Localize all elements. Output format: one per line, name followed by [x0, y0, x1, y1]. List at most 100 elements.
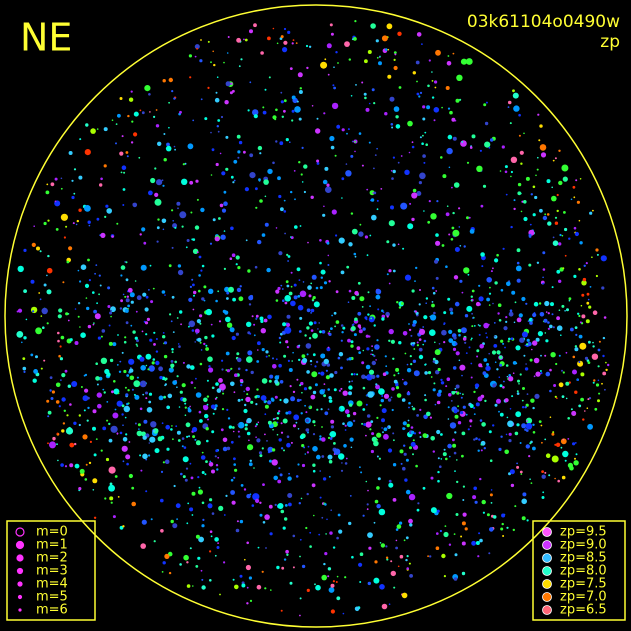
star: [141, 227, 146, 232]
star: [435, 370, 440, 375]
star: [329, 373, 334, 378]
star: [33, 225, 35, 227]
star: [40, 367, 43, 370]
star: [326, 241, 330, 245]
star: [366, 188, 369, 191]
star: [240, 58, 243, 61]
star: [264, 413, 267, 416]
star: [471, 540, 476, 546]
star: [533, 375, 536, 378]
star: [243, 408, 248, 414]
star: [60, 335, 65, 340]
star: [527, 320, 530, 322]
star: [395, 546, 398, 550]
star: [119, 307, 123, 310]
star: [190, 211, 193, 214]
star: [592, 209, 594, 212]
star: [460, 535, 463, 538]
star: [249, 332, 252, 335]
star: [297, 294, 301, 298]
star: [366, 347, 370, 351]
star: [308, 45, 312, 48]
star: [208, 365, 211, 368]
star: [92, 489, 95, 491]
star: [399, 521, 403, 525]
star: [142, 393, 145, 396]
star: [244, 38, 248, 42]
star: [329, 135, 335, 142]
star: [255, 498, 260, 503]
star: [233, 463, 236, 466]
star: [269, 532, 273, 536]
star: [177, 343, 180, 345]
star: [508, 337, 511, 341]
star: [475, 437, 478, 440]
star: [574, 457, 576, 460]
star: [358, 132, 362, 135]
star: [226, 322, 233, 328]
star: [64, 369, 68, 373]
star: [96, 392, 103, 398]
star: [368, 546, 372, 550]
star: [508, 374, 512, 377]
star: [298, 279, 301, 281]
star: [289, 67, 293, 70]
star: [589, 286, 592, 288]
star: [198, 289, 201, 293]
star: [43, 283, 47, 287]
star: [455, 351, 460, 356]
star: [184, 162, 187, 165]
star: [422, 433, 428, 438]
star: [88, 461, 92, 465]
star: [498, 355, 503, 360]
star: [209, 498, 213, 502]
star: [406, 363, 409, 366]
star: [271, 459, 278, 466]
star: [516, 462, 518, 465]
star: [139, 454, 142, 457]
star: [88, 224, 91, 227]
star: [219, 203, 224, 208]
star: [190, 365, 195, 370]
star: [153, 540, 156, 543]
star: [325, 369, 328, 372]
star: [349, 403, 353, 407]
star: [477, 449, 480, 452]
star: [438, 389, 442, 394]
star: [237, 423, 240, 426]
star: [173, 97, 176, 100]
star: [540, 152, 547, 158]
star: [164, 459, 170, 465]
star: [504, 165, 508, 169]
star: [562, 176, 568, 182]
star: [361, 164, 364, 167]
star: [533, 357, 540, 364]
star: [191, 278, 194, 281]
star: [452, 136, 457, 141]
star: [347, 301, 350, 304]
star: [384, 112, 388, 116]
star: [388, 328, 394, 335]
star: [373, 102, 376, 105]
star: [579, 342, 587, 350]
star: [570, 408, 573, 411]
star: [437, 479, 440, 483]
star: [63, 409, 66, 412]
star: [318, 322, 321, 324]
star: [460, 140, 467, 147]
star: [230, 82, 233, 85]
star: [283, 199, 286, 202]
star: [256, 584, 262, 590]
star: [501, 513, 506, 518]
star: [327, 454, 333, 460]
star: [472, 317, 474, 319]
star: [31, 242, 36, 247]
star: [519, 470, 523, 474]
star: [582, 277, 587, 282]
star: [204, 117, 208, 121]
star: [117, 496, 120, 498]
star: [125, 393, 129, 397]
star: [128, 441, 131, 443]
star: [338, 389, 341, 392]
star: [383, 433, 389, 440]
